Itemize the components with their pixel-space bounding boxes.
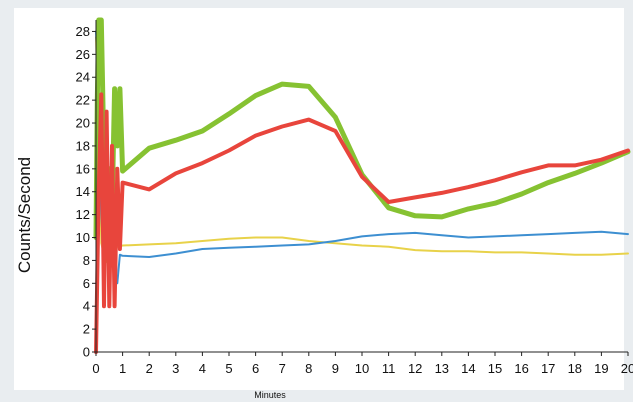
x-tick-label: 1 bbox=[119, 361, 126, 376]
x-tick-label: 9 bbox=[332, 361, 339, 376]
x-tick-label: 15 bbox=[488, 361, 502, 376]
x-tick-label: 6 bbox=[252, 361, 259, 376]
y-tick-label: 14 bbox=[76, 184, 90, 199]
plot-lines bbox=[93, 17, 631, 354]
y-tick-label: 26 bbox=[76, 47, 90, 62]
y-tick-label: 22 bbox=[76, 93, 90, 108]
x-tick-label: 17 bbox=[541, 361, 555, 376]
x-tick-label: 5 bbox=[225, 361, 232, 376]
y-axis-label: Counts/Second bbox=[15, 157, 34, 273]
y-tick-label: 6 bbox=[83, 276, 90, 291]
x-tick-label: 16 bbox=[514, 361, 528, 376]
series-line-4 bbox=[94, 92, 630, 354]
y-tick-label: 20 bbox=[76, 116, 90, 131]
x-ticks: 0 1 2 3 4 5 6 7 8 9 10 11 12 13 14 15 16 17 18 19 20 bbox=[92, 352, 633, 376]
x-tick-label: 18 bbox=[568, 361, 582, 376]
y-tick-label: 18 bbox=[76, 138, 90, 153]
x-tick-label: 12 bbox=[408, 361, 422, 376]
y-tick-label: 10 bbox=[76, 230, 90, 245]
y-tick-label: 24 bbox=[76, 70, 90, 85]
x-axis-label: Minutes bbox=[254, 390, 286, 400]
x-tick-label: 19 bbox=[594, 361, 608, 376]
x-tick-label: 2 bbox=[146, 361, 153, 376]
y-tick-label: 4 bbox=[83, 299, 90, 314]
x-tick-label: 4 bbox=[199, 361, 206, 376]
y-tick-label: 2 bbox=[83, 322, 90, 337]
y-tick-label: 0 bbox=[83, 345, 90, 360]
x-tick-label: 13 bbox=[435, 361, 449, 376]
x-tick-label: 11 bbox=[382, 361, 396, 376]
y-tick-label: 16 bbox=[76, 161, 90, 176]
x-tick-label: 14 bbox=[461, 361, 475, 376]
y-tick-label: 28 bbox=[76, 24, 90, 39]
y-tick-label: 8 bbox=[83, 253, 90, 268]
x-tick-label: 7 bbox=[279, 361, 286, 376]
x-tick-label: 20 bbox=[621, 361, 633, 376]
x-tick-label: 8 bbox=[305, 361, 312, 376]
x-tick-label: 0 bbox=[92, 361, 99, 376]
y-tick-label: 12 bbox=[76, 207, 90, 222]
x-tick-label: 10 bbox=[355, 361, 369, 376]
x-tick-label: 3 bbox=[172, 361, 179, 376]
